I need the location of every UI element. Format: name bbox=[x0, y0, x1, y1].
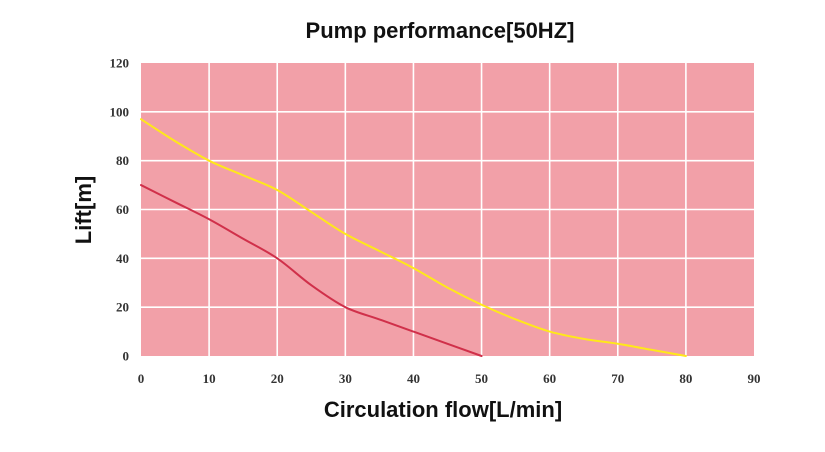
y-tick-label: 0 bbox=[123, 349, 130, 364]
series-line-1 bbox=[140, 118, 687, 357]
x-tick-label: 10 bbox=[203, 371, 216, 386]
x-tick-label: 90 bbox=[748, 371, 761, 386]
x-tick-label: 70 bbox=[611, 371, 624, 386]
y-tick-label: 60 bbox=[116, 202, 129, 217]
axis-ticks: 0 10 20 30 40 50 60 70 80 90 0 20 40 60 80 100 120 bbox=[110, 56, 761, 387]
y-tick-label: 100 bbox=[110, 104, 130, 119]
x-tick-label: 40 bbox=[407, 371, 420, 386]
x-tick-label: 50 bbox=[475, 371, 488, 386]
y-axis-title: Lift[m] bbox=[71, 175, 96, 245]
y-tick-label: 80 bbox=[116, 153, 129, 168]
data-series bbox=[140, 118, 687, 357]
series-line-2 bbox=[140, 184, 483, 357]
x-tick-label: 30 bbox=[339, 371, 352, 386]
x-axis-title: Circulation flow[L/min] bbox=[323, 397, 563, 422]
y-tick-label: 20 bbox=[116, 300, 129, 315]
x-tick-label: 0 bbox=[138, 371, 145, 386]
y-tick-label: 40 bbox=[116, 251, 129, 266]
grid-lines bbox=[141, 63, 754, 356]
x-tick-label: 60 bbox=[543, 371, 556, 386]
x-tick-label: 80 bbox=[679, 371, 692, 386]
x-tick-label: 20 bbox=[271, 371, 284, 386]
y-tick-label: 120 bbox=[110, 56, 130, 71]
chart-title: Pump performance[50HZ] bbox=[305, 18, 575, 43]
